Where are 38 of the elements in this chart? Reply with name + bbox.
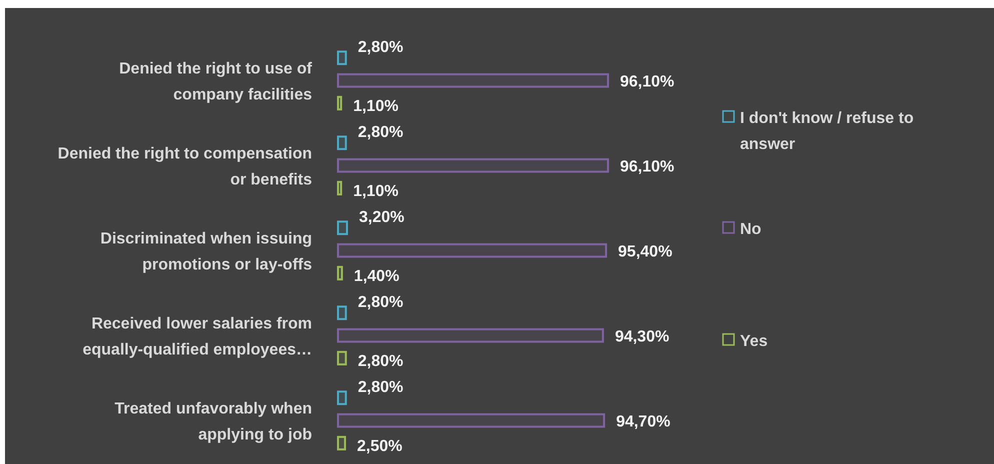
y-tick-label: Denied the right to compensation or benefits bbox=[58, 146, 312, 188]
data-label: 94,30% bbox=[614, 328, 670, 346]
data-label: 96,10% bbox=[620, 158, 674, 176]
data-label: 2,50% bbox=[357, 438, 402, 456]
bar bbox=[337, 50, 347, 66]
data-label: 94,70% bbox=[616, 414, 670, 430]
bar bbox=[337, 243, 608, 258]
bar bbox=[337, 180, 342, 196]
bar bbox=[337, 96, 342, 110]
bar bbox=[337, 350, 347, 366]
bar bbox=[337, 158, 609, 173]
data-label: 2,80% bbox=[358, 124, 404, 141]
y-tick-label: Received lower salaries from equally-qualified employees… bbox=[82, 316, 312, 358]
bar bbox=[337, 390, 347, 406]
data-label: 3,20% bbox=[358, 208, 404, 226]
data-label: 2,80% bbox=[358, 378, 404, 396]
bar bbox=[337, 266, 343, 280]
y-tick-label: Discriminated when issuing promotions or lay-offs bbox=[100, 230, 312, 274]
bar bbox=[337, 220, 348, 236]
bar bbox=[337, 328, 604, 343]
data-label: 1,10% bbox=[353, 98, 398, 116]
data-label: 2,80% bbox=[358, 294, 404, 311]
bar bbox=[337, 73, 609, 88]
y-tick-label: Treated unfavorably when applying to job bbox=[114, 400, 312, 444]
data-label: 2,80% bbox=[358, 353, 404, 370]
legend-label: No bbox=[740, 221, 762, 238]
bar bbox=[337, 306, 347, 320]
bar bbox=[337, 436, 346, 450]
bar bbox=[337, 136, 347, 150]
data-label: 1,40% bbox=[354, 268, 400, 286]
data-label: 96,10% bbox=[620, 74, 674, 90]
legend-label: Yes bbox=[740, 333, 768, 350]
y-tick-label: Denied the right to use of company facilities bbox=[119, 60, 313, 104]
bar bbox=[337, 413, 606, 428]
data-label: 95,40% bbox=[618, 244, 672, 260]
data-label: 2,80% bbox=[358, 38, 404, 56]
legend-label: I don't know / refuse to answer bbox=[740, 110, 914, 153]
data-label: 1,10% bbox=[353, 183, 398, 200]
